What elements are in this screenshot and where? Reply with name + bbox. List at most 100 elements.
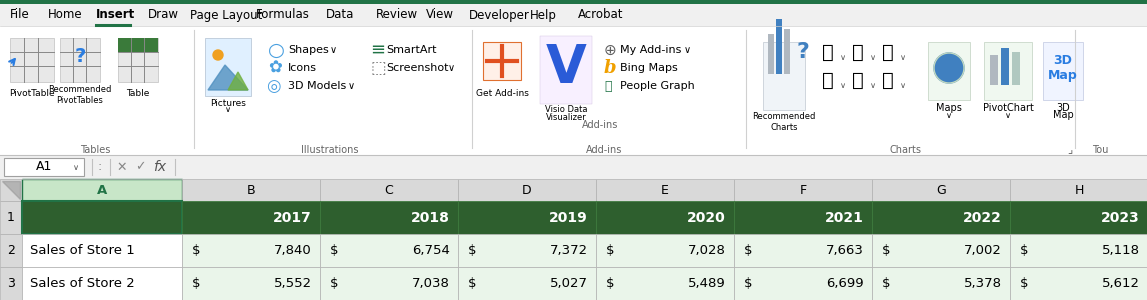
- Bar: [320, 234, 458, 267]
- Text: b: b: [604, 59, 617, 77]
- Text: Charts: Charts: [889, 145, 921, 155]
- Text: PivotChart: PivotChart: [983, 103, 1033, 113]
- Text: PivotTable: PivotTable: [9, 88, 55, 98]
- Text: ∨: ∨: [869, 82, 876, 91]
- Bar: [0, 4, 1147, 26]
- Bar: [182, 267, 320, 300]
- Text: 5,552: 5,552: [274, 277, 312, 290]
- Text: ✓: ✓: [134, 160, 146, 173]
- Text: People Graph: People Graph: [621, 81, 695, 91]
- Bar: [768, 34, 774, 74]
- Text: $: $: [468, 277, 476, 290]
- Text: ≡: ≡: [370, 41, 385, 59]
- Bar: [540, 36, 592, 104]
- Bar: [22, 179, 182, 201]
- Bar: [320, 179, 458, 201]
- Text: ∨: ∨: [840, 82, 846, 91]
- Text: 5,489: 5,489: [688, 277, 726, 290]
- Text: Page Layout: Page Layout: [190, 8, 263, 22]
- Text: 5,378: 5,378: [963, 277, 1002, 290]
- Bar: [458, 201, 596, 234]
- Bar: [22, 234, 182, 267]
- Bar: [596, 267, 734, 300]
- Bar: [0, 179, 22, 201]
- Bar: [22, 267, 182, 300]
- Text: 6,699: 6,699: [826, 277, 864, 290]
- Text: ∨: ∨: [1005, 110, 1011, 119]
- Text: Pictures: Pictures: [210, 98, 245, 107]
- Text: Draw: Draw: [148, 8, 179, 22]
- Text: Add-ins: Add-ins: [582, 120, 618, 130]
- Text: $: $: [468, 244, 476, 257]
- Text: 2017: 2017: [273, 211, 312, 224]
- Text: Visio Data: Visio Data: [545, 106, 587, 115]
- Text: ∨: ∨: [840, 53, 846, 62]
- Text: $: $: [1020, 277, 1029, 290]
- Text: 📈: 📈: [852, 43, 864, 61]
- Bar: [0, 201, 22, 234]
- Text: 2019: 2019: [549, 211, 588, 224]
- Bar: [458, 234, 596, 267]
- Text: File: File: [10, 8, 30, 22]
- Text: 💹: 💹: [882, 70, 894, 89]
- Bar: [734, 267, 872, 300]
- Text: ○: ○: [268, 40, 284, 59]
- Bar: [60, 38, 100, 82]
- Text: $: $: [330, 277, 338, 290]
- Text: 2023: 2023: [1101, 211, 1140, 224]
- Polygon shape: [228, 72, 248, 90]
- Text: 1: 1: [7, 211, 15, 224]
- Bar: [483, 42, 521, 80]
- Text: Home: Home: [48, 8, 83, 22]
- Text: Map: Map: [1053, 110, 1074, 120]
- Text: Sales of Store 1: Sales of Store 1: [30, 244, 134, 257]
- Text: ∨: ∨: [73, 163, 79, 172]
- Bar: [763, 42, 805, 110]
- Bar: [10, 38, 54, 82]
- Bar: [458, 179, 596, 201]
- Text: 🥧: 🥧: [822, 70, 834, 89]
- Text: 2021: 2021: [825, 211, 864, 224]
- Text: 📊: 📊: [822, 43, 834, 61]
- Text: SmartArt: SmartArt: [387, 45, 437, 55]
- Text: Visualizer: Visualizer: [546, 113, 586, 122]
- Polygon shape: [2, 181, 19, 199]
- Text: ?: ?: [796, 42, 809, 62]
- Bar: [118, 38, 158, 82]
- Circle shape: [934, 53, 963, 83]
- Bar: [785, 29, 790, 74]
- Bar: [3, 158, 84, 176]
- Bar: [1011, 201, 1147, 234]
- Text: 5,612: 5,612: [1102, 277, 1140, 290]
- Text: ∨: ∨: [946, 110, 952, 119]
- Text: 3D
Map: 3D Map: [1048, 54, 1078, 82]
- Text: ∨: ∨: [348, 81, 356, 91]
- Bar: [1011, 179, 1147, 201]
- Text: 🔲: 🔲: [882, 43, 894, 61]
- Text: 3: 3: [7, 277, 15, 290]
- Text: Get Add-ins: Get Add-ins: [476, 88, 529, 98]
- Text: Add-ins: Add-ins: [586, 145, 622, 155]
- Text: 7,028: 7,028: [688, 244, 726, 257]
- Text: My Add-ins: My Add-ins: [621, 45, 681, 55]
- Text: $: $: [744, 277, 752, 290]
- Text: Acrobat: Acrobat: [578, 8, 624, 22]
- Text: View: View: [426, 8, 454, 22]
- Text: $: $: [330, 244, 338, 257]
- Text: Recommended
Charts: Recommended Charts: [752, 112, 816, 132]
- Bar: [182, 234, 320, 267]
- Text: $: $: [744, 244, 752, 257]
- Bar: [1012, 52, 1020, 85]
- Text: ⊕: ⊕: [604, 43, 617, 58]
- Bar: [777, 19, 782, 74]
- Bar: [1001, 48, 1009, 85]
- Text: ✕: ✕: [117, 160, 127, 173]
- Text: $: $: [1020, 244, 1029, 257]
- Text: $: $: [192, 277, 201, 290]
- Text: 7,663: 7,663: [826, 244, 864, 257]
- Text: Table: Table: [126, 88, 150, 98]
- Bar: [320, 201, 458, 234]
- Text: Data: Data: [326, 8, 354, 22]
- Text: Screenshot: Screenshot: [387, 63, 448, 73]
- Text: 🌿: 🌿: [604, 80, 611, 92]
